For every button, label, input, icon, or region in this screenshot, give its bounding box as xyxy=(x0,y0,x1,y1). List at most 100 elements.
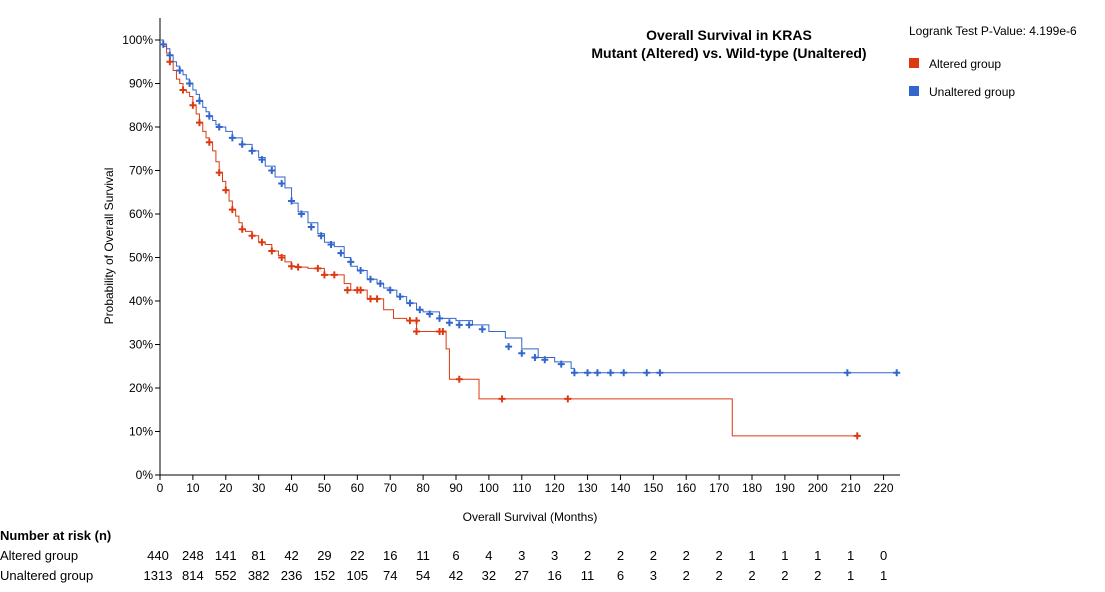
censor-mark xyxy=(215,169,223,177)
risk-value: 6 xyxy=(452,548,459,563)
censor-mark xyxy=(396,293,404,301)
censor-mark xyxy=(557,360,565,368)
censor-mark xyxy=(373,295,381,303)
censor-mark xyxy=(478,325,486,333)
risk-value: 105 xyxy=(346,568,368,583)
risk-row-label-unaltered: Unaltered group xyxy=(0,568,93,583)
risk-value: 3 xyxy=(551,548,558,563)
risk-value: 236 xyxy=(281,568,303,583)
censor-mark xyxy=(317,232,325,240)
censor-mark xyxy=(357,267,365,275)
censor-mark xyxy=(294,263,302,271)
x-tick-label: 180 xyxy=(742,481,762,495)
censor-mark xyxy=(570,369,578,377)
censor-mark xyxy=(159,40,167,48)
x-tick-label: 100 xyxy=(479,481,499,495)
y-tick-label: 100% xyxy=(122,33,153,47)
survival-line-altered xyxy=(160,39,858,437)
censor-mark xyxy=(347,258,355,266)
risk-value: 4 xyxy=(485,548,492,563)
risk-value: 2 xyxy=(814,568,821,583)
censor-mark xyxy=(406,317,414,325)
censor-mark xyxy=(327,240,335,248)
x-tick-label: 160 xyxy=(676,481,696,495)
censor-mark xyxy=(222,186,230,194)
censor-mark xyxy=(656,369,664,377)
x-tick-label: 190 xyxy=(775,481,795,495)
censor-mark xyxy=(307,223,315,231)
risk-value: 11 xyxy=(416,548,430,563)
censor-mark xyxy=(853,432,861,440)
censor-mark xyxy=(843,369,851,377)
censor-mark xyxy=(186,80,194,87)
risk-value: 382 xyxy=(248,568,270,583)
censor-mark xyxy=(620,369,628,377)
censor-mark xyxy=(445,319,453,327)
risk-value: 814 xyxy=(182,568,204,583)
censor-mark xyxy=(288,197,296,205)
chart-title-line-1: Overall Survival in KRAS xyxy=(646,27,812,43)
risk-value: 2 xyxy=(683,548,690,563)
risk-value: 74 xyxy=(383,568,397,583)
risk-value: 29 xyxy=(317,548,331,563)
censor-mark xyxy=(518,349,526,357)
risk-value: 1313 xyxy=(144,568,173,583)
censor-mark xyxy=(215,123,223,131)
risk-value: 16 xyxy=(547,568,561,583)
x-tick-label: 170 xyxy=(709,481,729,495)
x-tick-label: 110 xyxy=(512,481,531,495)
risk-value: 16 xyxy=(383,548,397,563)
censor-mark xyxy=(238,140,246,148)
censor-mark xyxy=(176,66,184,74)
survival-line-unaltered xyxy=(160,39,897,374)
risk-table: Number at risk (n) Altered group Unalter… xyxy=(0,528,887,583)
censor-mark xyxy=(416,306,424,314)
censor-mark xyxy=(643,369,651,377)
risk-value: 2 xyxy=(617,548,624,563)
censor-mark xyxy=(366,275,374,283)
x-tick-label: 120 xyxy=(545,481,565,495)
risk-value: 42 xyxy=(449,568,463,583)
censor-mark xyxy=(166,58,174,66)
risk-value: 3 xyxy=(518,548,525,563)
censor-mark xyxy=(607,369,615,377)
censor-mark xyxy=(465,321,473,329)
x-tick-label: 50 xyxy=(318,481,332,495)
risk-value: 152 xyxy=(314,568,336,583)
censor-mark xyxy=(278,180,286,188)
censor-mark xyxy=(439,327,447,335)
x-tick-label: 70 xyxy=(384,481,398,495)
censor-mark xyxy=(205,138,213,146)
risk-value: 2 xyxy=(715,568,722,583)
risk-table-title: Number at risk (n) xyxy=(0,528,111,543)
legend-swatch-altered xyxy=(909,58,919,68)
risk-value: 1 xyxy=(847,548,854,563)
censor-mark xyxy=(314,264,322,272)
risk-value: 1 xyxy=(748,548,755,563)
censor-mark xyxy=(376,280,384,288)
risk-value: 42 xyxy=(284,548,298,563)
x-tick-label: 150 xyxy=(643,481,663,495)
y-axis-title: Probability of Overall Survival xyxy=(102,168,116,325)
censor-mark xyxy=(166,51,174,59)
risk-value: 81 xyxy=(251,548,265,563)
x-tick-label: 220 xyxy=(874,481,894,495)
risk-value: 11 xyxy=(581,568,595,583)
x-tick-label: 20 xyxy=(219,481,233,495)
censor-mark xyxy=(455,321,463,329)
censor-mark xyxy=(195,119,203,127)
risk-value: 0 xyxy=(880,548,887,563)
censor-mark xyxy=(228,206,236,214)
legend-label-unaltered: Unaltered group xyxy=(929,85,1015,99)
censor-mark xyxy=(268,247,276,255)
censor-mark xyxy=(238,225,246,233)
risk-value: 6 xyxy=(617,568,624,583)
x-tick-label: 10 xyxy=(186,481,200,495)
risk-value: 2 xyxy=(650,548,657,563)
censor-mark xyxy=(205,112,213,120)
x-tick-label: 210 xyxy=(841,481,861,495)
survival-curves xyxy=(159,39,901,440)
censor-mark xyxy=(498,395,506,403)
censor-mark xyxy=(413,327,421,335)
